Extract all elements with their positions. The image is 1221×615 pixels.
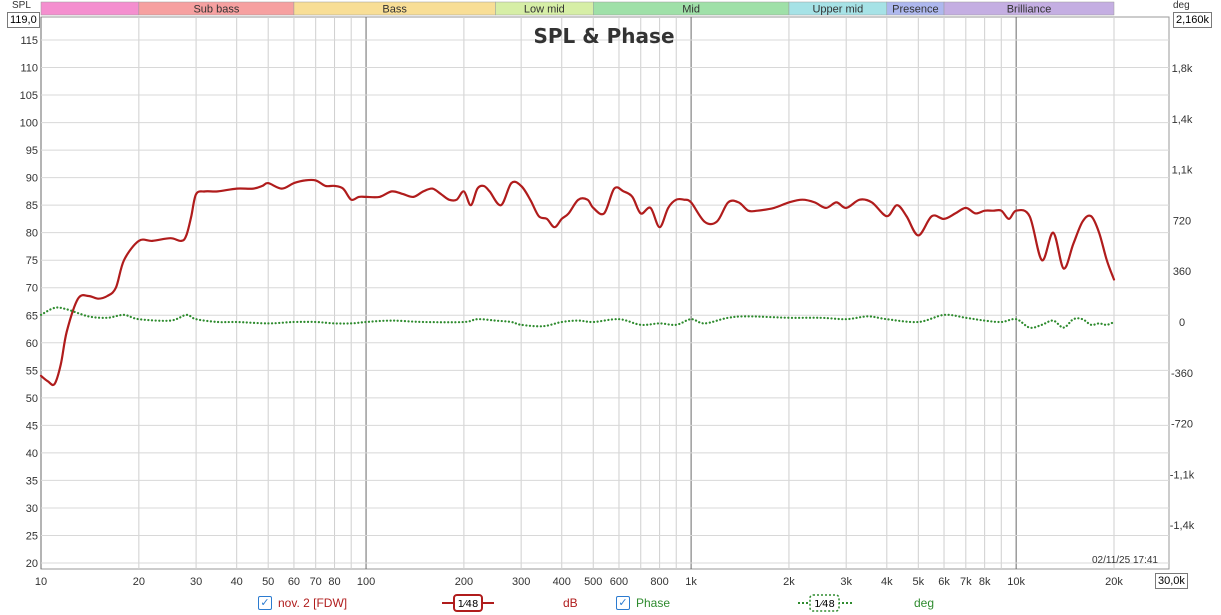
x-tick-label: 60 [288, 576, 300, 588]
y-left-tick-label: 20 [26, 558, 38, 570]
x-tick-label: 20k [1105, 576, 1123, 588]
x-tick-label: 10 [35, 576, 47, 588]
band-label-5: Upper mid [812, 4, 863, 16]
y-right-tick-label: 360 [1173, 266, 1191, 278]
x-tick-label: 1k [685, 576, 697, 588]
x-tick-label: 20 [133, 576, 145, 588]
phase-checkbox[interactable]: ✓ [616, 596, 630, 610]
y-left-tick-label: 110 [20, 63, 38, 75]
x-tick-label: 100 [357, 576, 375, 588]
timestamp: 02/11/25 17:41 [1092, 555, 1158, 566]
y-left-tick-label: 35 [26, 475, 38, 487]
y-left-tick-label: 70 [26, 283, 38, 295]
phase-smoothing-label: 1⁄48 [814, 599, 835, 610]
x-tick-label: 600 [610, 576, 628, 588]
x-tick-label: 7k [960, 576, 972, 588]
spl-smoothing-button[interactable]: 1⁄48 [442, 594, 494, 612]
band-label-3: Low mid [524, 4, 565, 16]
y-right-tick-label: -720 [1171, 419, 1193, 431]
y-left-tick-label: 65 [26, 310, 38, 322]
y-left-tick-label: 60 [26, 338, 38, 350]
y-left-tick-label: 115 [20, 35, 38, 47]
x-tick-label: 800 [650, 576, 668, 588]
y-axis-left-labels: 20 25 30 35 40 45 50 55 60 65 70 75 80 85 90 95 100 105 11… [20, 35, 38, 570]
grid [40, 17, 1169, 569]
legend-spl: ✓ nov. 2 [FDW] [258, 593, 347, 613]
y-left-tick-label: 75 [26, 255, 38, 267]
y-right-tick-label: 0 [1179, 317, 1185, 329]
phase-unit-label: deg [914, 596, 935, 610]
series-group [39, 178, 1116, 387]
spl-series-line [39, 178, 1116, 387]
x-tick-label: 2k [783, 576, 795, 588]
x-tick-label: 400 [553, 576, 571, 588]
y-left-tick-label: 40 [26, 448, 38, 460]
y-left-tick-label: 45 [26, 420, 38, 432]
left-axis-max-box[interactable]: 119,0 [7, 12, 40, 28]
x-tick-label: 80 [328, 576, 340, 588]
spl-unit-label: dB [563, 596, 578, 610]
y-axis-right-labels: -1,4k -1,1k -720 -360 0 360 720 1,1k 1,4k 1,8k [1170, 63, 1195, 532]
y-left-tick-label: 105 [20, 90, 38, 102]
x-axis-labels: 10 20 30 40 50 60 70 80 100 200 300 400 500 600 800 1k 2… [35, 576, 1123, 588]
spl-checkbox[interactable]: ✓ [258, 596, 272, 610]
y-right-tick-label: -1,1k [1170, 469, 1195, 481]
right-axis-max-box[interactable]: 2,160k [1173, 12, 1213, 28]
y-left-tick-label: 80 [26, 228, 38, 240]
y-left-tick-label: 55 [26, 365, 38, 377]
phase-smoothing-button[interactable]: 1⁄48 [798, 594, 852, 612]
chart-title: SPL & Phase [533, 24, 674, 48]
y-right-tick-label: 1,8k [1172, 63, 1193, 75]
x-tick-label: 300 [512, 576, 530, 588]
x-tick-label: 8k [979, 576, 991, 588]
x-axis-max-box[interactable]: 30,0k [1155, 573, 1188, 589]
spl-smoothing-label: 1⁄48 [458, 599, 479, 610]
y-right-tick-label: -1,4k [1170, 520, 1195, 532]
x-tick-label: 500 [584, 576, 602, 588]
y-left-tick-label: 90 [26, 173, 38, 185]
x-tick-label: 4k [881, 576, 893, 588]
y-left-tick-label: 25 [26, 530, 38, 542]
x-tick-label: 6k [938, 576, 950, 588]
band-0 [40, 1, 140, 16]
x-tick-label: 50 [262, 576, 274, 588]
phase-series-label: Phase [636, 596, 671, 610]
y-right-tick-label: -360 [1171, 368, 1193, 380]
y-right-tick-label: 1,4k [1172, 114, 1193, 126]
y-left-tick-label: 95 [26, 145, 38, 157]
band-label-6: Presence [892, 4, 938, 16]
y-right-tick-label: 1,1k [1172, 165, 1193, 177]
spl-series-label: nov. 2 [FDW] [278, 596, 348, 610]
x-tick-label: 200 [455, 576, 473, 588]
x-tick-label: 3k [840, 576, 852, 588]
band-label-7: Brilliance [1007, 4, 1052, 16]
y-left-tick-label: 30 [26, 503, 38, 515]
y-left-tick-label: 85 [26, 200, 38, 212]
band-7 [943, 1, 1115, 16]
x-tick-label: 30 [190, 576, 202, 588]
frequency-bands: Sub bass Bass Low mid Mid Upper mid Presence B… [40, 1, 1115, 16]
x-tick-label: 5k [912, 576, 924, 588]
y-left-tick-label: 50 [26, 393, 38, 405]
band-label-2: Bass [382, 4, 407, 16]
legend-spl-unit: dB [563, 593, 578, 613]
x-tick-label: 70 [310, 576, 322, 588]
plot-area [40, 16, 1170, 570]
legend-phase-unit: deg [914, 593, 934, 613]
x-tick-label: 40 [231, 576, 243, 588]
band-label-4: Mid [682, 4, 700, 16]
legend-phase: ✓ Phase [616, 593, 670, 613]
y-right-tick-label: 720 [1173, 215, 1191, 227]
band-label-1: Sub bass [193, 4, 239, 16]
x-tick-label: 10k [1007, 576, 1025, 588]
left-axis-unit: SPL [12, 0, 31, 11]
phase-series-line [39, 306, 1116, 329]
y-left-tick-label: 100 [20, 118, 38, 130]
right-axis-unit: deg [1173, 0, 1190, 11]
